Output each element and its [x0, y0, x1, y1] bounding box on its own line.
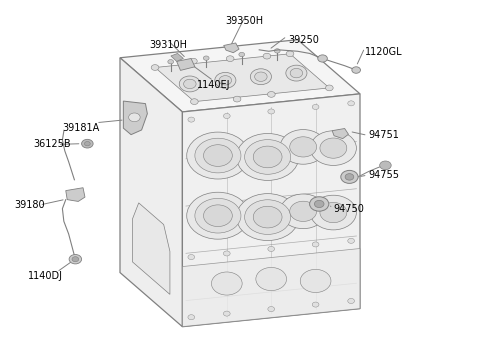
Circle shape — [204, 145, 232, 166]
Text: 39180: 39180 — [14, 200, 45, 210]
Polygon shape — [332, 129, 348, 139]
Polygon shape — [182, 248, 360, 327]
Circle shape — [290, 201, 317, 221]
Circle shape — [348, 101, 354, 106]
Circle shape — [312, 242, 319, 247]
Circle shape — [223, 311, 230, 316]
Circle shape — [69, 255, 82, 264]
Circle shape — [180, 76, 201, 92]
Circle shape — [223, 113, 230, 118]
Text: 1140EJ: 1140EJ — [197, 80, 230, 90]
Circle shape — [280, 130, 326, 164]
Circle shape — [256, 268, 287, 291]
Text: 39350H: 39350H — [226, 16, 264, 26]
Circle shape — [352, 67, 360, 73]
Circle shape — [380, 161, 391, 170]
Text: 94750: 94750 — [334, 204, 364, 214]
Circle shape — [129, 113, 140, 122]
Polygon shape — [155, 54, 329, 102]
Circle shape — [204, 56, 209, 60]
Circle shape — [286, 65, 307, 81]
Circle shape — [314, 200, 324, 208]
Text: 39310H: 39310H — [149, 40, 187, 50]
Circle shape — [223, 251, 230, 256]
Circle shape — [348, 238, 354, 243]
Circle shape — [275, 49, 280, 53]
Text: 39181A: 39181A — [62, 123, 99, 133]
Circle shape — [245, 200, 291, 234]
Circle shape — [341, 170, 358, 183]
Polygon shape — [132, 203, 170, 295]
Circle shape — [325, 85, 333, 91]
Polygon shape — [120, 40, 360, 112]
Circle shape — [84, 142, 90, 146]
Circle shape — [190, 58, 197, 64]
Circle shape — [227, 56, 234, 61]
Circle shape — [237, 193, 299, 240]
Circle shape — [267, 92, 275, 97]
Text: 1140DJ: 1140DJ — [28, 271, 63, 282]
Circle shape — [187, 192, 249, 239]
Text: 36125B: 36125B — [34, 139, 71, 149]
Circle shape — [215, 72, 236, 88]
Circle shape — [233, 96, 241, 102]
Circle shape — [82, 139, 93, 148]
Circle shape — [245, 140, 291, 174]
Circle shape — [254, 72, 267, 82]
Circle shape — [151, 65, 159, 70]
Polygon shape — [182, 94, 360, 327]
Polygon shape — [224, 43, 239, 53]
Circle shape — [280, 194, 326, 229]
Circle shape — [188, 255, 195, 260]
Circle shape — [263, 53, 271, 59]
Circle shape — [320, 138, 347, 158]
Polygon shape — [123, 101, 147, 135]
Circle shape — [219, 76, 232, 85]
Text: 1120GL: 1120GL — [365, 47, 402, 57]
Circle shape — [251, 69, 272, 85]
Circle shape — [286, 51, 294, 57]
Circle shape — [204, 205, 232, 227]
Circle shape — [211, 272, 242, 295]
Polygon shape — [171, 53, 183, 61]
Polygon shape — [66, 188, 85, 201]
Circle shape — [253, 146, 282, 168]
Circle shape — [195, 199, 241, 233]
Circle shape — [191, 99, 198, 105]
Circle shape — [268, 306, 275, 312]
Text: 94755: 94755 — [369, 170, 400, 180]
Circle shape — [168, 60, 174, 64]
Circle shape — [72, 257, 79, 262]
Circle shape — [345, 174, 354, 180]
Text: 39250: 39250 — [288, 35, 319, 45]
Circle shape — [290, 137, 317, 157]
Polygon shape — [120, 58, 182, 327]
Text: 94751: 94751 — [369, 130, 399, 140]
Circle shape — [312, 104, 319, 109]
Circle shape — [310, 197, 329, 211]
Circle shape — [268, 247, 275, 252]
Circle shape — [310, 195, 356, 230]
Polygon shape — [177, 58, 195, 70]
Circle shape — [320, 203, 347, 223]
Circle shape — [237, 134, 299, 180]
Circle shape — [195, 138, 241, 173]
Circle shape — [188, 315, 195, 320]
Circle shape — [268, 109, 275, 114]
Circle shape — [239, 52, 245, 57]
Circle shape — [300, 269, 331, 292]
Circle shape — [187, 132, 249, 179]
Circle shape — [318, 55, 327, 62]
Circle shape — [188, 117, 195, 122]
Circle shape — [312, 302, 319, 307]
Circle shape — [290, 69, 302, 78]
Circle shape — [183, 79, 196, 88]
Circle shape — [348, 299, 354, 304]
Circle shape — [253, 206, 282, 228]
Circle shape — [310, 131, 356, 165]
